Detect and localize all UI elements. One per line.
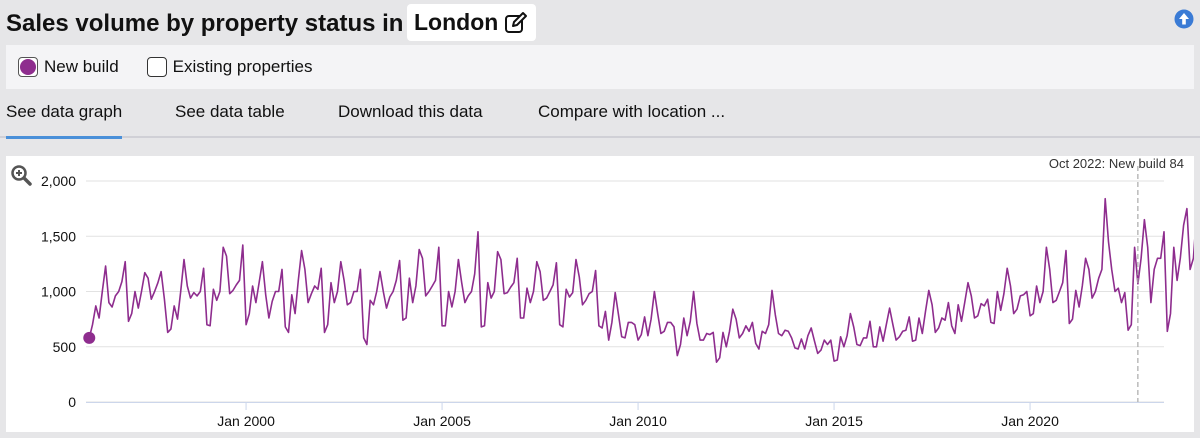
legend-item-new-build[interactable]: New build: [18, 57, 119, 77]
chart-panel: 0 500 1,000 1,500 2,000 Jan 2000 Jan 2005 Jan 2…: [6, 156, 1194, 432]
series-line-new-build: [88, 197, 1194, 363]
y-tick-label: 1,000: [41, 284, 76, 300]
legend-item-existing-properties[interactable]: Existing properties: [146, 57, 313, 77]
checkbox-checked-icon[interactable]: [18, 57, 38, 77]
x-tick-label: Jan 2000: [217, 413, 275, 429]
tab-data-graph[interactable]: See data graph: [6, 102, 123, 139]
location-name: London: [414, 9, 499, 35]
sales-volume-chart[interactable]: 0 500 1,000 1,500 2,000 Jan 2000 Jan 2005 Jan 2…: [6, 156, 1194, 432]
y-tick-label: 500: [53, 339, 77, 355]
x-tick-label: Jan 2005: [413, 413, 471, 429]
x-tick-label: Jan 2015: [805, 413, 863, 429]
tab-download-data[interactable]: Download this data: [338, 102, 483, 121]
tab-bar: See data graph See data table Download t…: [0, 92, 1200, 139]
tab-compare-location[interactable]: Compare with location ...: [538, 102, 726, 121]
legend: New build Existing properties: [6, 45, 1194, 89]
hover-tooltip: Oct 2022: New build 84: [1049, 156, 1184, 171]
legend-label: New build: [44, 57, 119, 76]
y-tick-label: 1,500: [41, 228, 76, 244]
x-tick-label: Jan 2010: [609, 413, 667, 429]
y-tick-label: 0: [68, 394, 76, 410]
edit-icon[interactable]: [504, 11, 528, 35]
scroll-up-icon[interactable]: [1174, 9, 1194, 29]
zoom-in-icon[interactable]: [10, 164, 32, 186]
title-bar: Sales volume by property status in Londo…: [0, 0, 1200, 44]
page-title: Sales volume by property status in: [6, 10, 404, 37]
tab-data-table[interactable]: See data table: [175, 102, 285, 121]
x-tick-label: Jan 2020: [1001, 413, 1059, 429]
y-tick-label: 2,000: [41, 173, 76, 189]
checkbox-unchecked-icon[interactable]: [146, 57, 167, 77]
location-selector[interactable]: London: [407, 4, 537, 41]
legend-label: Existing properties: [172, 57, 313, 76]
series-start-marker: [83, 331, 96, 344]
